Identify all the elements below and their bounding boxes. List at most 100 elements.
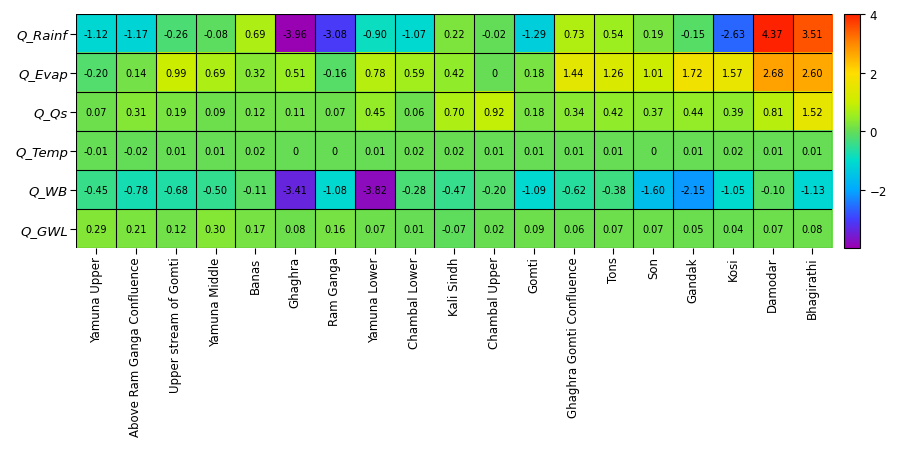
Text: 0.99: 0.99 — [165, 69, 187, 78]
Text: -1.60: -1.60 — [641, 185, 666, 195]
Text: 0.09: 0.09 — [205, 107, 226, 117]
Text: -0.62: -0.62 — [561, 185, 586, 195]
Text: 1.57: 1.57 — [722, 69, 744, 78]
Text: 0.01: 0.01 — [762, 146, 784, 156]
Text: 0.42: 0.42 — [444, 69, 465, 78]
Text: 0.69: 0.69 — [205, 69, 226, 78]
Text: -1.17: -1.17 — [123, 29, 149, 39]
Text: 0.07: 0.07 — [85, 107, 107, 117]
Text: 0.16: 0.16 — [324, 224, 345, 234]
Text: -1.13: -1.13 — [800, 185, 825, 195]
Text: 0.21: 0.21 — [125, 224, 147, 234]
Text: 0.01: 0.01 — [602, 146, 624, 156]
Text: -0.07: -0.07 — [442, 224, 467, 234]
Text: -3.08: -3.08 — [323, 29, 347, 39]
Text: 0.07: 0.07 — [642, 224, 664, 234]
Text: 0.34: 0.34 — [563, 107, 584, 117]
Text: -0.50: -0.50 — [203, 185, 228, 195]
Text: 0.54: 0.54 — [602, 29, 624, 39]
Text: 0.73: 0.73 — [563, 29, 584, 39]
Text: 0.07: 0.07 — [324, 107, 346, 117]
Text: -1.08: -1.08 — [323, 185, 347, 195]
Text: -0.10: -0.10 — [760, 185, 786, 195]
Text: 0.31: 0.31 — [125, 107, 147, 117]
Text: 0.29: 0.29 — [85, 224, 107, 234]
Text: 0.07: 0.07 — [364, 224, 385, 234]
Text: 0.22: 0.22 — [444, 29, 465, 39]
Text: 0.59: 0.59 — [404, 69, 425, 78]
Text: 0.02: 0.02 — [245, 146, 266, 156]
Text: -1.12: -1.12 — [83, 29, 109, 39]
Text: 0.12: 0.12 — [165, 224, 187, 234]
Text: -0.02: -0.02 — [123, 146, 149, 156]
Text: -1.29: -1.29 — [521, 29, 546, 39]
Text: -0.45: -0.45 — [83, 185, 109, 195]
Text: 0.51: 0.51 — [284, 69, 306, 78]
Text: 0.18: 0.18 — [523, 107, 545, 117]
Text: 0.01: 0.01 — [364, 146, 385, 156]
Text: 0.12: 0.12 — [245, 107, 266, 117]
Text: -3.82: -3.82 — [362, 185, 387, 195]
Text: 0.01: 0.01 — [484, 146, 505, 156]
Text: 0.42: 0.42 — [602, 107, 624, 117]
Text: 0.92: 0.92 — [483, 107, 505, 117]
Text: 0.14: 0.14 — [125, 69, 147, 78]
Text: -0.68: -0.68 — [163, 185, 188, 195]
Text: 0.06: 0.06 — [404, 107, 425, 117]
Text: -0.26: -0.26 — [163, 29, 188, 39]
Text: -2.15: -2.15 — [680, 185, 706, 195]
Text: 1.52: 1.52 — [802, 107, 824, 117]
Text: -1.09: -1.09 — [522, 185, 546, 195]
Text: -0.20: -0.20 — [83, 69, 109, 78]
Text: -0.90: -0.90 — [362, 29, 387, 39]
Text: 0.02: 0.02 — [404, 146, 425, 156]
Text: -0.15: -0.15 — [680, 29, 706, 39]
Text: 0.81: 0.81 — [762, 107, 784, 117]
Text: 1.44: 1.44 — [563, 69, 584, 78]
Text: 0.18: 0.18 — [523, 69, 545, 78]
Text: 0.05: 0.05 — [682, 224, 704, 234]
Text: 0.45: 0.45 — [364, 107, 385, 117]
Text: 0.32: 0.32 — [245, 69, 266, 78]
Text: 0.07: 0.07 — [602, 224, 624, 234]
Text: 0.08: 0.08 — [802, 224, 824, 234]
Text: 2.68: 2.68 — [762, 69, 784, 78]
Text: -3.96: -3.96 — [283, 29, 307, 39]
Text: -0.08: -0.08 — [203, 29, 228, 39]
Text: 0.04: 0.04 — [722, 224, 744, 234]
Text: 0.17: 0.17 — [245, 224, 266, 234]
Text: -1.07: -1.07 — [402, 29, 427, 39]
Text: 3.51: 3.51 — [802, 29, 824, 39]
Text: 0.39: 0.39 — [722, 107, 744, 117]
Text: -1.05: -1.05 — [720, 185, 746, 195]
Text: -0.01: -0.01 — [83, 146, 109, 156]
Text: 0.37: 0.37 — [642, 107, 664, 117]
Text: 1.01: 1.01 — [642, 69, 664, 78]
Text: 0: 0 — [651, 146, 656, 156]
Text: -2.63: -2.63 — [720, 29, 746, 39]
Text: 0.06: 0.06 — [563, 224, 584, 234]
Text: -0.11: -0.11 — [243, 185, 268, 195]
Text: 0: 0 — [292, 146, 298, 156]
Text: 0.09: 0.09 — [523, 224, 545, 234]
Text: 0.02: 0.02 — [722, 146, 744, 156]
Text: -0.20: -0.20 — [482, 185, 506, 195]
Text: 0.01: 0.01 — [682, 146, 704, 156]
Text: -0.38: -0.38 — [601, 185, 626, 195]
Text: -0.78: -0.78 — [123, 185, 149, 195]
Text: 0.01: 0.01 — [523, 146, 545, 156]
Text: 0.70: 0.70 — [444, 107, 465, 117]
Text: 0: 0 — [491, 69, 497, 78]
Text: 4.37: 4.37 — [762, 29, 784, 39]
Text: 0.02: 0.02 — [483, 224, 505, 234]
Text: 0.01: 0.01 — [563, 146, 584, 156]
Text: 1.72: 1.72 — [682, 69, 704, 78]
Text: 0.19: 0.19 — [642, 29, 664, 39]
Text: 0.01: 0.01 — [205, 146, 226, 156]
Text: 1.26: 1.26 — [602, 69, 624, 78]
Text: -0.02: -0.02 — [482, 29, 506, 39]
Text: 0: 0 — [332, 146, 338, 156]
Text: 0.01: 0.01 — [404, 224, 425, 234]
Text: 0.02: 0.02 — [444, 146, 465, 156]
Text: 0.07: 0.07 — [762, 224, 784, 234]
